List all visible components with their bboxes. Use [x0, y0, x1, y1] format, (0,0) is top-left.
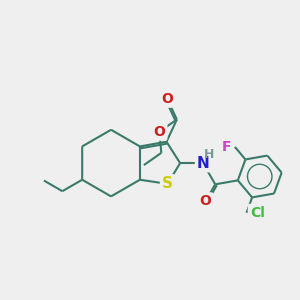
Text: N: N	[196, 156, 209, 171]
Text: O: O	[154, 125, 165, 139]
Text: F: F	[222, 140, 232, 154]
Text: Cl: Cl	[250, 206, 265, 220]
Text: O: O	[200, 194, 211, 208]
Text: O: O	[161, 92, 173, 106]
Text: S: S	[162, 176, 173, 191]
Text: H: H	[204, 148, 214, 161]
